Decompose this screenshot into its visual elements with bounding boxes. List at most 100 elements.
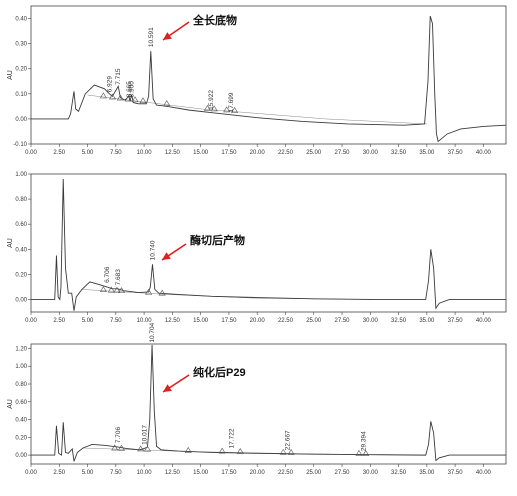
x-tick-label: 17.50 — [221, 470, 237, 476]
y-axis-label: AU — [7, 399, 14, 409]
x-tick-label: 7.50 — [110, 470, 122, 476]
peak-marker — [111, 444, 119, 451]
x-tick-label: 10.00 — [137, 318, 153, 324]
peak-marker — [139, 97, 147, 104]
x-tick-label: 12.50 — [165, 470, 181, 476]
peak-label: 8.665 — [126, 81, 133, 98]
red-arrow-head — [163, 384, 172, 392]
peak-marker — [117, 444, 126, 451]
chromatogram-trace — [31, 344, 506, 462]
red-arrow-head — [162, 252, 171, 260]
x-tick-label: 17.50 — [221, 318, 237, 324]
peak-marker — [143, 445, 152, 452]
peak-label: 22.667 — [284, 430, 291, 450]
peak-marker — [163, 100, 171, 107]
y-tick-label: 0.80 — [15, 382, 27, 388]
x-tick-label: 27.50 — [335, 150, 351, 156]
peak-marker — [231, 107, 239, 113]
peak-marker — [236, 447, 244, 454]
peak-marker — [218, 447, 226, 454]
x-tick-label: 30.00 — [363, 150, 379, 156]
x-tick-label: 32.50 — [391, 470, 407, 476]
peak-label: 10.017 — [141, 425, 148, 445]
peak-marker — [99, 92, 107, 99]
x-tick-label: 0.00 — [25, 150, 37, 156]
y-tick-label: 1.00 — [15, 172, 27, 178]
integration-baseline — [83, 447, 371, 455]
x-tick-label: 25.00 — [306, 318, 322, 324]
peak-marker — [184, 446, 192, 453]
peak-annotation: 全长底物 — [192, 13, 237, 27]
plot-frame — [30, 343, 507, 465]
y-tick-label: 0.20 — [15, 435, 27, 441]
y-tick-label: 1.00 — [15, 364, 27, 370]
x-tick-label: 2.50 — [53, 150, 65, 156]
x-tick-label: 7.50 — [110, 150, 122, 156]
peak-label: 8.900 — [129, 81, 136, 98]
x-tick-label: 15.00 — [193, 318, 209, 324]
chromatogram-trace — [31, 179, 506, 311]
peak-label: 7.683 — [115, 269, 122, 286]
red-arrow-head — [163, 32, 172, 40]
y-tick-label: 0.40 — [15, 17, 27, 23]
chromatogram-panel-2: AU 酶切后产物 0.00 2.50 5.00 7.50 10.00 12.50 15.00… — [7, 172, 507, 324]
peak-marker — [108, 93, 116, 100]
x-tick-label: 2.50 — [53, 470, 65, 476]
x-tick-label: 25.00 — [306, 150, 322, 156]
y-tick-label: 0.10 — [15, 92, 27, 98]
peak-label: 10.740 — [149, 240, 156, 260]
x-tick-label: 17.50 — [221, 150, 237, 156]
x-tick-label: 0.00 — [25, 470, 37, 476]
x-tick-label: 40.00 — [476, 470, 492, 476]
x-tick-label: 22.50 — [278, 470, 294, 476]
x-tick-label: 37.50 — [448, 470, 464, 476]
y-axis-label: AU — [7, 238, 14, 248]
y-tick-label: -0.10 — [13, 142, 27, 148]
peak-label: 10.591 — [148, 27, 155, 47]
peak-marker — [117, 287, 126, 294]
x-tick-label: 37.50 — [448, 318, 464, 324]
peak-marker — [223, 106, 231, 113]
peak-label: 6.706 — [104, 266, 111, 283]
peak-annotation: 纯化后P29 — [193, 365, 246, 379]
y-tick-label: 0.20 — [15, 67, 27, 73]
x-tick-label: 10.00 — [137, 470, 153, 476]
y-tick-label: 0.30 — [15, 42, 27, 48]
x-tick-label: 20.00 — [250, 318, 266, 324]
x-tick-label: 40.00 — [476, 318, 492, 324]
x-tick-label: 35.00 — [419, 470, 435, 476]
x-tick-label: 20.00 — [250, 470, 266, 476]
x-tick-label: 32.50 — [391, 318, 407, 324]
chromatogram-panel-1: AU 全长底物 0.00 2.50 5.00 7.50 10.00 12.50 15.00 1… — [7, 5, 507, 156]
x-tick-label: 7.50 — [110, 318, 122, 324]
x-tick-label: 27.50 — [335, 470, 351, 476]
peak-marker — [362, 450, 370, 456]
x-tick-label: 40.00 — [476, 150, 492, 156]
peak-marker — [287, 448, 295, 455]
peak-label: 17.699 — [228, 92, 235, 112]
peak-label: 7.706 — [115, 426, 122, 443]
x-tick-label: 5.00 — [82, 470, 94, 476]
peak-marker — [113, 286, 121, 293]
x-tick-label: 30.00 — [363, 318, 379, 324]
chromatogram-trace — [31, 15, 507, 143]
peak-marker — [158, 289, 166, 296]
peak-marker — [145, 288, 153, 295]
peak-label: 17.722 — [228, 428, 235, 448]
y-tick-label: 0.80 — [15, 197, 27, 203]
peak-label: 15.922 — [208, 90, 215, 110]
integration-baseline — [87, 94, 427, 125]
chromatogram-panel-3: AU 纯化后P29 0.00 2.50 5.00 7.50 10.00 12.50 15.0… — [7, 322, 507, 476]
peak-label: 7.715 — [115, 68, 122, 85]
peak-marker — [107, 286, 115, 293]
x-tick-label: 30.00 — [363, 470, 379, 476]
x-tick-label: 5.00 — [82, 150, 94, 156]
y-tick-label: 1.20 — [15, 346, 27, 352]
peak-label: 10.704 — [149, 322, 156, 342]
y-tick-label: 0.00 — [15, 117, 27, 123]
peak-marker — [210, 105, 218, 112]
peak-marker — [116, 94, 124, 101]
peak-marker — [137, 445, 145, 452]
x-tick-label: 12.50 — [165, 150, 181, 156]
